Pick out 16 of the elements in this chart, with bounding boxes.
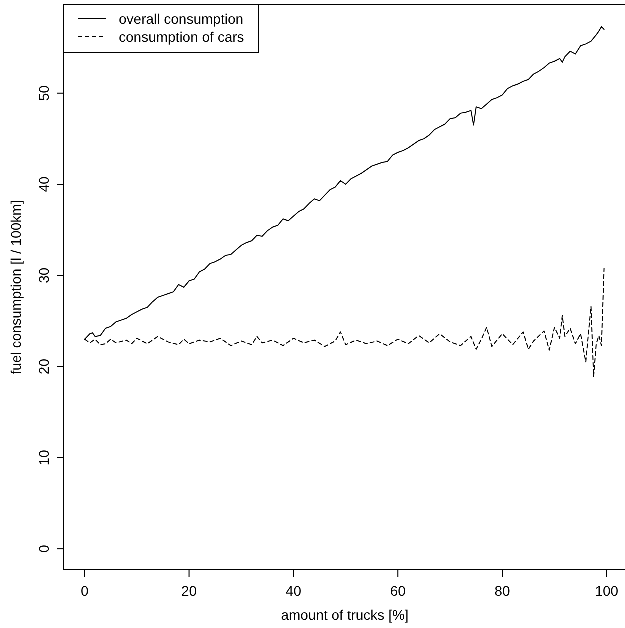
x-tick-label: 80	[494, 583, 511, 599]
legend-label: overall consumption	[119, 11, 244, 27]
x-tick-label: 100	[595, 583, 619, 599]
x-tick-label: 60	[390, 583, 406, 599]
y-tick-label: 10	[36, 450, 52, 466]
y-axis-title: fuel consumption [l / 100km]	[8, 200, 24, 375]
y-tick-label: 20	[36, 358, 52, 375]
legend-label: consumption of cars	[119, 29, 244, 45]
y-tick-label: 40	[36, 176, 52, 192]
y-tick-label: 30	[36, 268, 52, 284]
x-tick-label: 0	[80, 583, 89, 599]
y-tick-label: 0	[36, 544, 52, 553]
x-tick-label: 40	[286, 583, 302, 599]
x-tick-label: 20	[182, 583, 198, 599]
y-tick-label: 50	[36, 85, 52, 102]
x-axis-title: amount of trucks [%]	[281, 607, 409, 623]
